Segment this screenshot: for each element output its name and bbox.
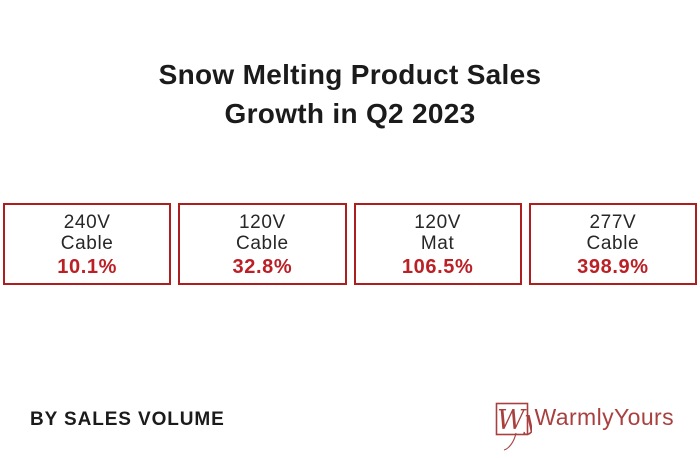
product-type: Mat xyxy=(420,232,455,254)
chart-title: Snow Melting Product Sales Growth in Q2 … xyxy=(0,55,700,133)
product-type: Cable xyxy=(60,232,114,254)
product-type: Cable xyxy=(236,232,289,254)
monogram-letters: Wy xyxy=(497,405,532,436)
stat-box-120v-mat: 120V Mat 106.5% xyxy=(353,203,522,285)
product-voltage: 240V xyxy=(63,211,111,233)
product-voltage: 277V xyxy=(589,211,637,233)
stat-box-120v-cable: 120V Cable 32.8% xyxy=(178,203,347,285)
chart-title-line2: Growth in Q2 2023 xyxy=(224,97,476,129)
warmlyyours-logo: Wy WarmlyYours xyxy=(494,399,674,453)
by-sales-volume-label: BY SALES VOLUME xyxy=(30,409,225,430)
growth-percentage: 398.9% xyxy=(577,255,649,278)
growth-percentage: 32.8% xyxy=(232,255,293,278)
product-type: Cable xyxy=(586,232,640,254)
growth-percentage: 106.5% xyxy=(401,255,474,278)
stat-box-240v-cable: 240V Cable 10.1% xyxy=(3,203,172,285)
chart-title-line1: Snow Melting Product Sales xyxy=(158,58,542,90)
warmlyyours-monogram-icon: Wy xyxy=(495,402,532,451)
product-voltage: 120V xyxy=(238,211,286,233)
stat-box-277v-cable: 277V Cable 398.9% xyxy=(528,203,697,285)
product-voltage: 120V xyxy=(414,211,462,233)
stat-boxes-row: 240V Cable 10.1% 120V Cable 32.8% 120V M… xyxy=(3,203,697,285)
brand-name: WarmlyYours xyxy=(534,404,674,430)
growth-percentage: 10.1% xyxy=(57,255,117,278)
